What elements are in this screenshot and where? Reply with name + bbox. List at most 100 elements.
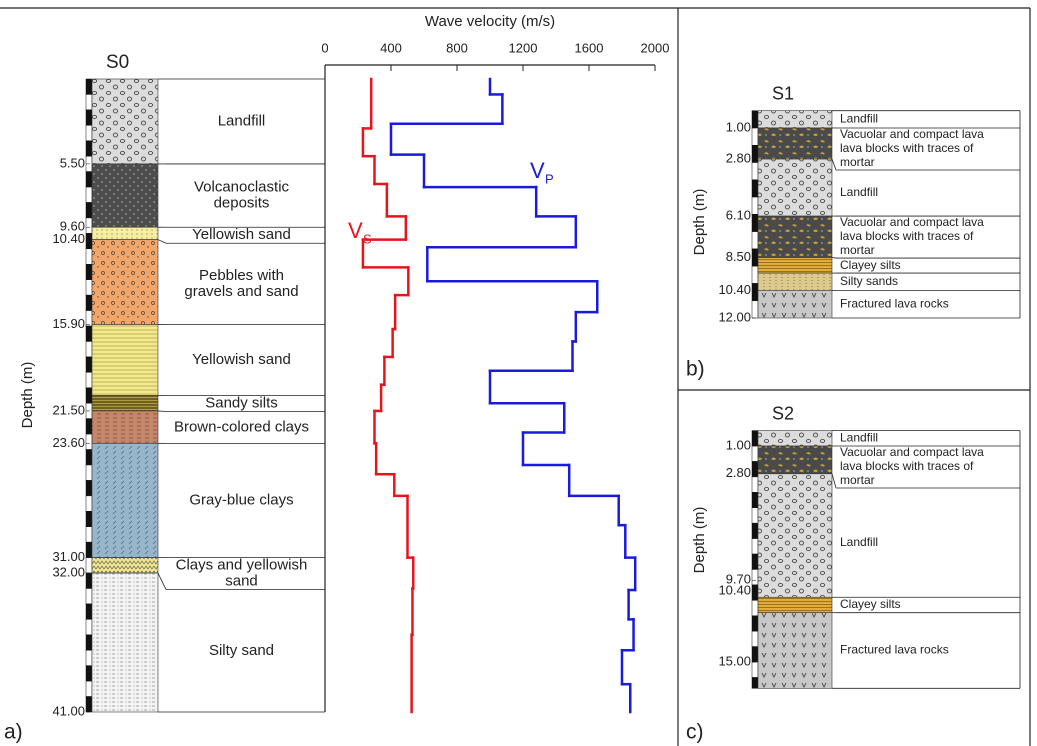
- depth-scale-segment: [85, 387, 93, 404]
- depth-scale-segment: [85, 541, 93, 558]
- depth-scale-segment: [85, 449, 93, 466]
- layer-description: Landfill: [840, 430, 878, 444]
- layer-description: Landfill: [840, 535, 878, 549]
- depth-scale-segment: [751, 569, 759, 586]
- x-tick-label: 2000: [641, 40, 670, 55]
- depth-tick-label: 9.70: [726, 572, 751, 587]
- lithology-layer: [91, 557, 159, 574]
- x-tick-label: 0: [321, 40, 328, 55]
- depth-scale-segment: [85, 696, 93, 713]
- description-leader: [157, 572, 167, 590]
- depth-scale-segment: [85, 186, 93, 203]
- depth-scale-segment: [751, 677, 759, 689]
- depth-scale-segment: [85, 634, 93, 651]
- layer-description: mortar: [840, 473, 875, 487]
- layer-description: sand: [225, 573, 258, 590]
- depth-scale-segment: [85, 649, 93, 666]
- depth-scale-segment: [85, 495, 93, 512]
- depth-scale-segment: [85, 109, 93, 126]
- depth-scale-segment: [751, 162, 759, 181]
- depth-scale-segment: [751, 231, 759, 250]
- depth-tick-label: 31.00: [52, 549, 85, 564]
- layer-description: Silty sand: [209, 642, 274, 659]
- depth-tick-label: 9.60: [60, 219, 85, 234]
- lithology-layer: [757, 127, 833, 160]
- lithology-layer: [91, 395, 159, 412]
- depth-scale-segment: [751, 553, 759, 570]
- layer-description: Yellowish sand: [192, 226, 291, 243]
- lithology-layer: [91, 572, 159, 713]
- depth-scale-segment: [85, 557, 93, 574]
- depth-scale-segment: [751, 127, 759, 146]
- depth-axis-label: Depth (m): [19, 362, 36, 429]
- depth-scale-segment: [751, 445, 759, 462]
- depth-scale-segment: [85, 464, 93, 481]
- depth-scale-segment: [85, 310, 93, 327]
- depth-scale-segment: [751, 145, 759, 163]
- layer-description: Gray-blue clays: [189, 491, 293, 508]
- depth-scale-segment: [751, 300, 759, 319]
- chart-title: Wave velocity (m/s): [425, 13, 555, 30]
- depth-scale-segment: [751, 522, 759, 539]
- depth-scale-segment: [85, 680, 93, 697]
- x-tick-label: 1200: [509, 40, 538, 55]
- depth-scale-segment: [751, 661, 759, 678]
- depth-scale-segment: [85, 480, 93, 497]
- depth-tick-label: 2.80: [726, 465, 751, 480]
- layer-description: lava blocks with traces of: [840, 141, 974, 155]
- layer-description: Pebbles with: [199, 267, 284, 284]
- lithology-layer: [91, 443, 159, 558]
- layer-description: Vacuolar and compact lava: [840, 127, 984, 141]
- depth-scale-segment: [85, 433, 93, 450]
- layer-description: Vacuolar and compact lava: [840, 215, 984, 229]
- description-leader: [831, 257, 837, 259]
- depth-tick-label: 6.10: [726, 208, 751, 223]
- depth-scale-segment: [85, 325, 93, 342]
- layer-description: Clays and yellowish: [176, 557, 308, 574]
- depth-tick-label: 5.50: [60, 155, 85, 170]
- layer-description: Landfill: [840, 185, 878, 199]
- depth-scale-segment: [751, 110, 759, 129]
- series-label: V: [530, 158, 545, 183]
- depth-scale-segment: [85, 217, 93, 234]
- log-name: S0: [106, 52, 129, 73]
- layer-description: Fractured lava rocks: [840, 296, 949, 310]
- lithology-layer: [757, 257, 833, 274]
- depth-scale-segment: [85, 341, 93, 358]
- depth-scale-segment: [85, 279, 93, 296]
- depth-tick-label: 10.40: [718, 282, 751, 297]
- description-leader: [831, 158, 837, 171]
- depth-scale-segment: [751, 476, 759, 493]
- panel-tag: c): [686, 721, 704, 744]
- lithology-layer: [91, 324, 159, 396]
- x-tick-label: 800: [446, 40, 468, 55]
- lithology-layer: [91, 78, 159, 165]
- lithology-layer: [757, 473, 833, 598]
- depth-scale-segment: [751, 584, 759, 601]
- description-leader: [157, 239, 167, 244]
- depth-scale-segment: [85, 665, 93, 682]
- series-label: V: [348, 218, 363, 243]
- depth-scale-segment: [85, 248, 93, 265]
- x-tick-label: 400: [380, 40, 402, 55]
- panel-tag: a): [4, 721, 23, 744]
- depth-tick-label: 41.00: [52, 703, 85, 718]
- layer-description: Fractured lava rocks: [840, 643, 949, 657]
- lithology-layer: [91, 239, 159, 325]
- depth-scale-segment: [751, 600, 759, 617]
- lithology-layer: [757, 430, 833, 447]
- lithology-layer: [757, 596, 833, 613]
- series-label-subscript: S: [363, 231, 372, 246]
- depth-scale-segment: [751, 196, 759, 215]
- lithology-layer: [91, 410, 159, 444]
- depth-scale-segment: [751, 492, 759, 509]
- depth-tick-label: 15.90: [52, 316, 85, 331]
- lithology-layer: [91, 226, 159, 240]
- depth-tick-label: 21.50: [52, 402, 85, 417]
- layer-description: Clayey silts: [840, 258, 901, 272]
- lithology-layer: [757, 110, 833, 129]
- lithology-layer: [757, 272, 833, 291]
- depth-tick-label: 1.00: [726, 437, 751, 452]
